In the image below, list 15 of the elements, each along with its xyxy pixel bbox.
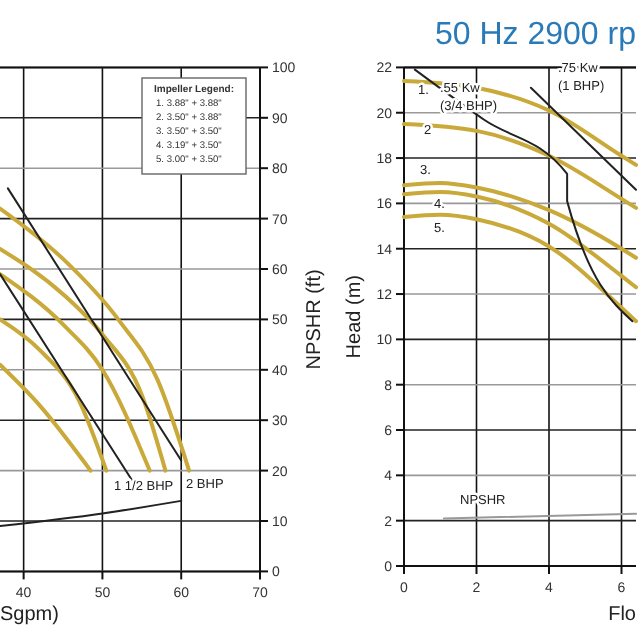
y-axis-title: Head (m): [344, 275, 366, 359]
line-series: [402, 212, 638, 324]
line-series: [0, 206, 192, 473]
line-series: [402, 79, 638, 167]
x-axis-title: Flo: [608, 604, 637, 626]
line-series: [0, 246, 168, 473]
line-series: [402, 122, 638, 210]
line-series: [402, 190, 638, 290]
chart-title: 50 Hz 2900 rp: [434, 18, 637, 52]
line-series: [0, 272, 152, 473]
y-axis-title: NPSHR (ft): [304, 269, 326, 370]
line-series: [413, 68, 634, 323]
x-axis-title: Sgpm): [0, 604, 59, 626]
line-series: [402, 180, 638, 260]
line-series: [0, 317, 109, 473]
